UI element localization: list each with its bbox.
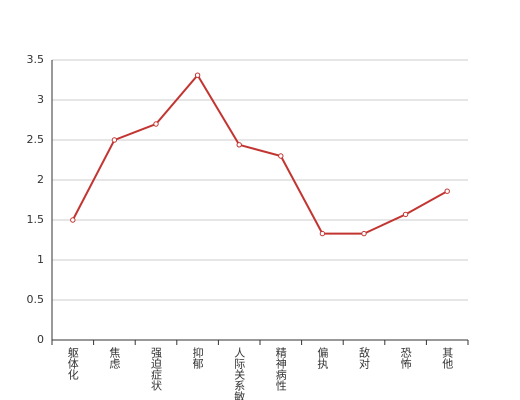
point: [70, 217, 76, 223]
point: [361, 230, 367, 237]
y-tick-label: 1.5: [27, 213, 45, 226]
y-tick-label: 0: [37, 333, 44, 346]
point: [278, 153, 284, 159]
x-tick-label: 强迫症状: [150, 347, 163, 391]
x-tick-label: 焦虑: [108, 347, 121, 369]
point: [402, 211, 409, 218]
point: [319, 230, 326, 237]
point: [111, 137, 118, 143]
y-tick-label: 3.5: [27, 53, 45, 66]
x-tick-label: 躯体化: [66, 347, 79, 381]
y-tick-label: 2.5: [27, 133, 45, 146]
line: [71, 73, 448, 235]
y-tick-label: 0.5: [27, 293, 45, 306]
point: [236, 142, 242, 148]
x-tick-label: 偏执: [316, 346, 329, 370]
point: [153, 121, 159, 127]
x-tick-label: 敌对: [358, 346, 371, 369]
point: [194, 72, 201, 78]
x-tick-label: 人际关系敏感: [233, 347, 246, 400]
x-tick-label: 恐怖: [399, 347, 412, 369]
x-tick-label: 精神病性: [274, 347, 287, 392]
y-tick-label: 2: [37, 173, 44, 186]
y-tick-label: 3: [37, 93, 44, 106]
y-tick-label: 1: [37, 253, 44, 266]
point: [444, 188, 450, 194]
x-tick-label: 其他: [441, 347, 454, 369]
x-tick-label: 抑郁: [191, 346, 204, 369]
